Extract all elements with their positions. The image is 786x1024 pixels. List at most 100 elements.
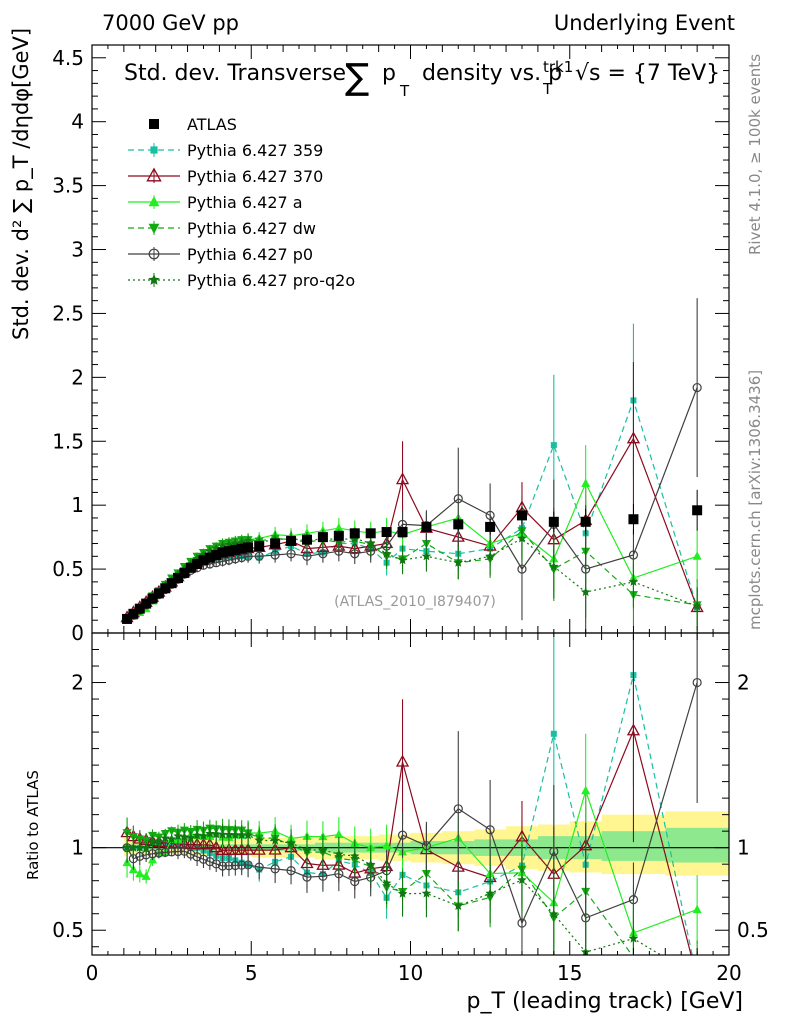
data-point [286,549,296,559]
y-tick-label: 3.5 [52,174,84,198]
y-tick-label: 1 [71,493,84,517]
x-tick-label: 5 [245,961,258,985]
legend-item-pythia-6-427-pro-q2o: Pythia 6.427 pro-q2o [128,271,355,290]
ratio-point [453,900,463,910]
data-point [628,576,639,586]
ratio-point [179,832,190,842]
title-text: Std. dev. Transverse [124,61,346,86]
ratio-point [485,888,495,898]
ratio-point [286,838,296,848]
ratio-point [141,871,151,880]
data-point [302,551,312,561]
legend-marker [148,196,160,207]
ratio-point [628,933,639,943]
legend-item-pythia-6-427-dw: Pythia 6.427 dw [128,219,316,238]
data-point [550,442,557,449]
ratio-point [192,852,202,862]
data-point [395,472,410,485]
atlas-data-point [236,543,247,554]
ratio-point [222,842,236,855]
legend-label: Pythia 6.427 p0 [187,245,313,264]
atlas-data-point [160,583,171,594]
legend-item-pythia-6-427-p0: Pythia 6.427 p0 [128,245,313,264]
x-tick-label: 15 [557,961,582,985]
title-mid: density vs. p [422,61,562,86]
ratio-y-tick-label: 0.5 [52,918,84,942]
ratio-plot-series [120,633,702,955]
ratio-point [236,830,247,840]
atlas-data-point [192,558,203,569]
data-point [453,557,463,567]
ratio-point [350,876,360,887]
legend-label: Pythia 6.427 370 [187,167,323,186]
ratio-point [421,841,432,851]
ratio-point [382,840,392,850]
ratio-point [318,844,328,854]
legend-label: Pythia 6.427 pro-q2o [187,271,355,290]
ratio-point [286,866,296,876]
data-point [626,431,641,444]
legend-item-pythia-6-427-a: Pythia 6.427 a [128,193,303,212]
ratio-point [243,830,253,840]
legend-item-pythia-6-427-359: Pythia 6.427 359 [128,141,323,160]
ratio-point [397,888,408,898]
atlas-data-point [128,608,139,619]
ratio-point [147,849,158,859]
ratio-point [211,829,221,839]
data-point [397,555,408,565]
legend-marker [148,248,160,260]
ratio-point [173,831,183,841]
legend-label: Pythia 6.427 a [187,193,303,212]
x-tick-label: 0 [86,961,99,985]
ratio-point [154,848,164,858]
data-point [485,551,495,561]
y-tick-label: 2 [71,365,84,389]
analysis-watermark: (ATLAS_2010_I879407) [334,594,496,610]
ratio-point [160,833,170,843]
data-point [517,564,527,574]
x-tick-label: 10 [398,961,423,985]
ratio-line-pythia-6-427-pro-q2o [127,833,662,955]
ratio-point [692,904,702,914]
rivet-version-label: Rivet 4.1.0, ≥ 100k events [746,54,764,255]
ratio-point [173,846,183,857]
data-point [350,549,360,559]
ratio-point [517,875,527,884]
chart-title: Std. dev. Transverse ∑ p T density vs. p… [124,57,720,100]
ratio-point [421,888,432,898]
atlas-data-point [397,527,408,538]
ratio-point [141,842,151,852]
ratio-point [302,844,312,854]
atlas-data-point [122,613,133,624]
data-point [692,601,702,611]
atlas-data-point [516,510,527,521]
ratio-point [318,871,328,881]
data-point [254,551,264,561]
ratio-series-pythia-6-427-p0 [122,633,702,955]
legend: ATLAS Pythia 6.427 359 Pythia 6.427 370 Pyt… [128,115,355,290]
ratio-point [166,834,177,844]
data-point [692,382,702,393]
ratio-point [550,730,557,737]
data-point [381,548,392,558]
atlas-data-point [134,603,145,614]
ratio-point [228,842,242,855]
series-pythia-6-427-p0 [122,298,702,633]
title-T: T [399,82,410,100]
ratio-point [160,847,170,857]
ratio-y-tick-label-right: 2 [737,671,750,695]
ratio-point [203,837,217,850]
header-right: Underlying Event [554,11,735,35]
atlas-data-point [147,593,158,604]
ratio-point [397,830,408,840]
ratio-point [135,842,145,852]
legend-label: ATLAS [187,115,237,134]
legend-label: Pythia 6.427 359 [187,141,323,160]
atlas-data-point [153,588,164,599]
data-point [334,523,344,532]
ratio-point [230,830,241,839]
data-point [581,478,591,487]
ratio-point [215,842,230,855]
